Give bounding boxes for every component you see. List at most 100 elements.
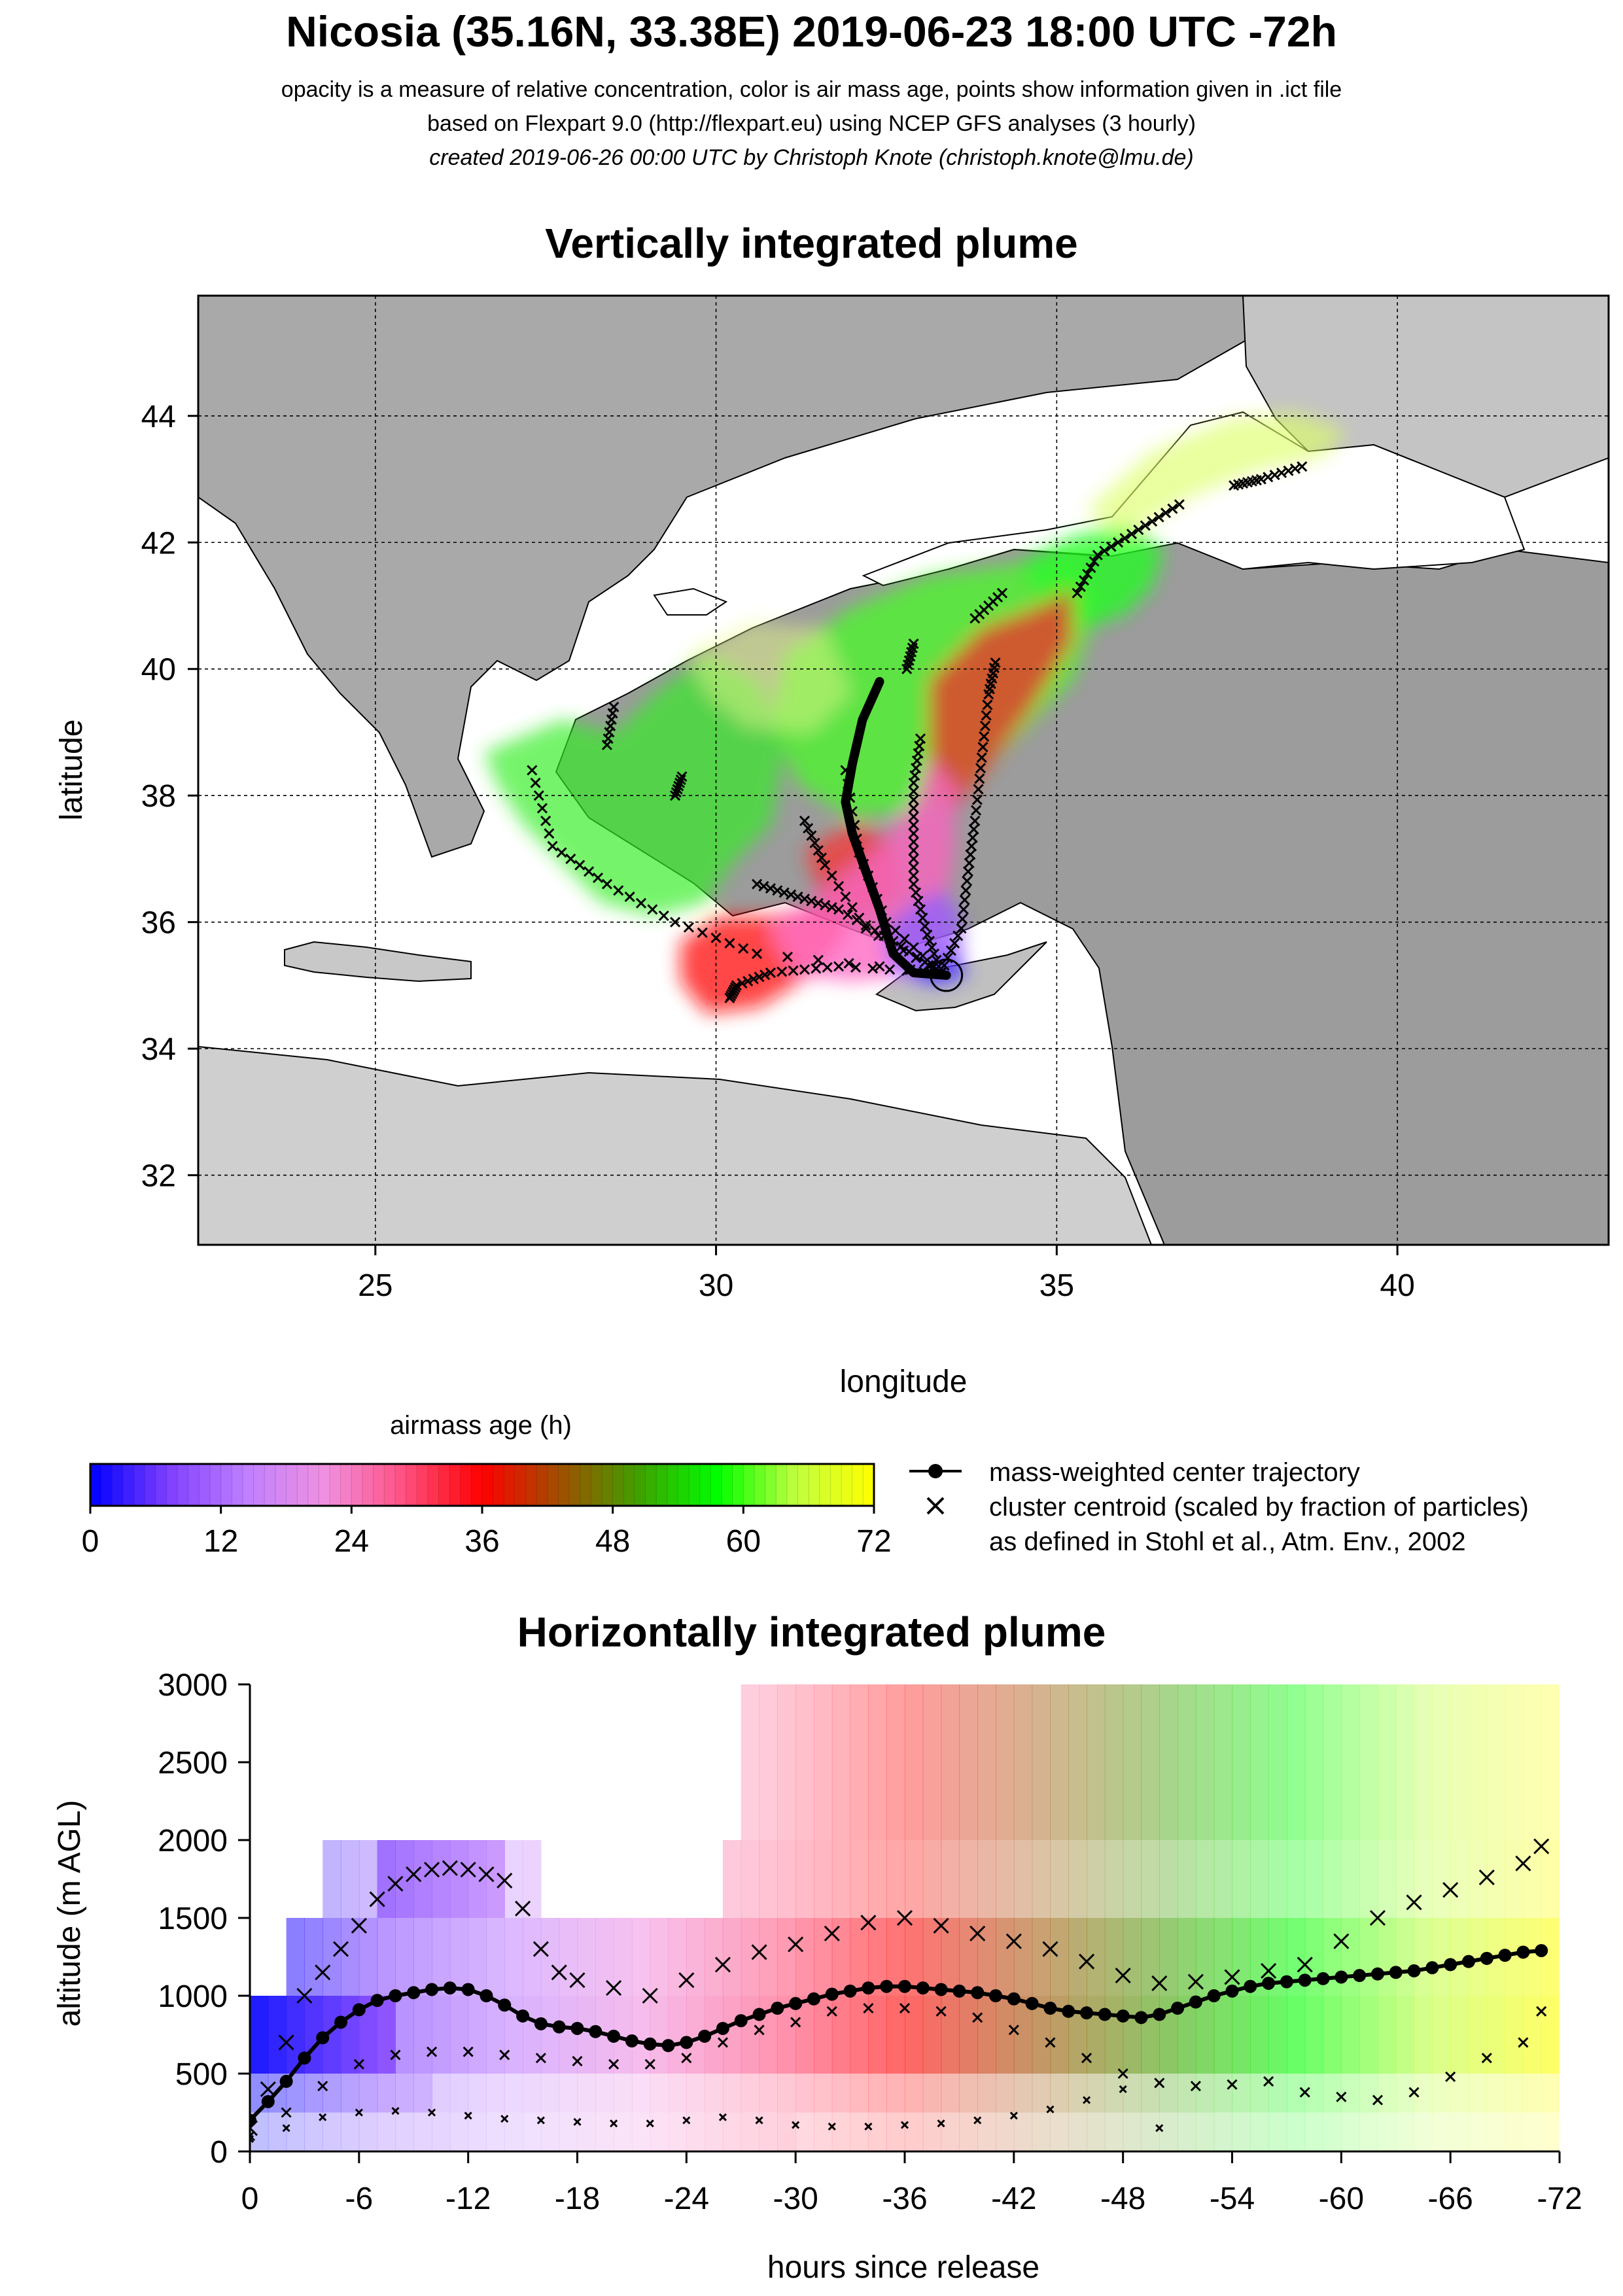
profile-age-cell [741,1840,760,1918]
map-cluster-0-mark [908,861,919,873]
legend-dot-symbol [928,1464,943,1478]
profile-cluster-0-mark [1297,1957,1313,1973]
profile-age-cell [722,2074,742,2113]
profile-age-cell [777,1840,796,1918]
profile-age-cell [722,2112,742,2151]
map-cluster-3-mark [777,966,788,977]
profile-cluster-0-mark [369,1891,385,1907]
profile-age-cell [886,1996,905,2074]
profile-age-cell [813,2074,833,2113]
colorbar-cell [612,1463,625,1506]
map-cluster-7-mark [1075,581,1086,593]
map-cluster-0-mark [908,820,919,831]
profile-age-cell [959,1918,978,1996]
colorbar-cell [383,1463,396,1506]
profile-center-point [1116,2009,1130,2023]
profile-cluster-0-mark [442,1860,458,1876]
profile-center-point [880,1979,894,1993]
profile-center-point [370,1994,384,2008]
map-cluster-5-mark [556,847,567,858]
map-cluster-0-mark [913,896,924,907]
profile-age-cell [559,2074,578,2113]
profile-age-cell [1414,1684,1433,1840]
map-cluster-7-mark [1119,532,1130,544]
map-cluster-3-mark [850,962,862,973]
profile-cluster-2-mark [427,2108,436,2117]
map-y-tick-label-32: 32 [141,1159,176,1194]
profile-age-cell [1195,2074,1215,2113]
map-cluster-1-mark [958,904,969,915]
colorbar-cell [568,1463,581,1506]
colorbar-cell [580,1463,592,1506]
profile-age-cell [1068,2074,1087,2113]
profile-cluster-2-mark [319,2113,327,2121]
colorbar-cell [264,1463,276,1506]
profile-center-point [1425,1961,1439,1975]
profile-age-cell [1505,1684,1524,1840]
map-cluster-2-mark [806,896,817,907]
profile-cluster-0-mark [1224,1969,1240,1985]
profile-age-cell [1141,1684,1160,1840]
profile-age-cell [1232,1840,1251,1918]
colorbar-cell [427,1463,440,1506]
profile-age-cell [1068,1918,1087,1996]
map-cluster-5-mark [527,765,538,776]
profile-age-cell [959,2074,978,2113]
profile-age-cell [486,2074,505,2113]
map-cluster-2-mark [786,889,797,900]
profile-age-cell [1104,1996,1124,2074]
map-cluster-7-mark [1147,515,1158,527]
profile-age-cell [395,2112,414,2151]
profile-age-cell [595,1918,614,1996]
map-cluster-5-mark [584,866,595,877]
colorbar-cell [678,1463,690,1506]
profile-age-cell [1050,1684,1069,1840]
colorbar-cell [144,1463,156,1506]
profile-age-cell [1395,1684,1415,1840]
profile-age-cell [941,1918,960,1996]
profile-age-cell [432,2112,451,2151]
map-cluster-7-mark [1106,541,1117,552]
profile-age-cell [1213,2074,1233,2113]
profile-cluster-0-mark [1515,1855,1531,1871]
map-cluster-0-mark [908,794,919,805]
colorbar-cell [177,1463,189,1506]
profile-age-cell [1050,1840,1069,1918]
profile-age-cell [559,1996,578,2074]
profile-center-point [570,2021,584,2035]
profile-age-cell [777,1918,796,1996]
release-point-marker [930,958,964,992]
profile-age-cell [559,1918,578,1996]
colorbar-cell [481,1463,494,1506]
profile-age-cell [905,2074,924,2113]
colorbar-cell [253,1463,266,1506]
profile-age-cell [1541,2112,1560,2151]
profile-age-cell [1323,1684,1342,1840]
profile-age-cell [1468,2112,1488,2151]
profile-age-cell [1323,2112,1342,2151]
profile-age-cell [1268,1684,1287,1840]
profile-cluster-2-mark [828,2122,836,2131]
colorbar-cell [406,1463,418,1506]
colorbar-cell [547,1463,559,1506]
profile-age-cell [777,1684,796,1840]
profile-cluster-1-mark [1536,2006,1547,2017]
profile-center-point [807,1992,820,2006]
profile-age-cell [1050,2112,1069,2151]
center-trajectory-line [841,677,951,980]
map-cluster-7-mark [1099,546,1110,557]
map-cluster-3-mark [742,975,754,987]
profile-y-tick-label-3000: 3000 [158,1668,228,1703]
profile-y-tick-label-2000: 2000 [158,1824,228,1858]
plume-yellow-tail [1086,412,1348,536]
map-cluster-0-mark [911,887,922,898]
profile-cluster-2-mark [864,2122,873,2131]
profile-cluster-1-mark [681,2053,692,2064]
profile-cluster-0-mark [1478,1870,1495,1886]
map-cluster-7-mark [1092,549,1103,561]
profile-cluster-0-mark [1333,1933,1350,1949]
profile-age-cell [977,2112,996,2151]
profile-age-cell [413,1840,432,1918]
profile-age-cell [1505,2112,1524,2151]
profile-age-cell [268,1996,287,2074]
